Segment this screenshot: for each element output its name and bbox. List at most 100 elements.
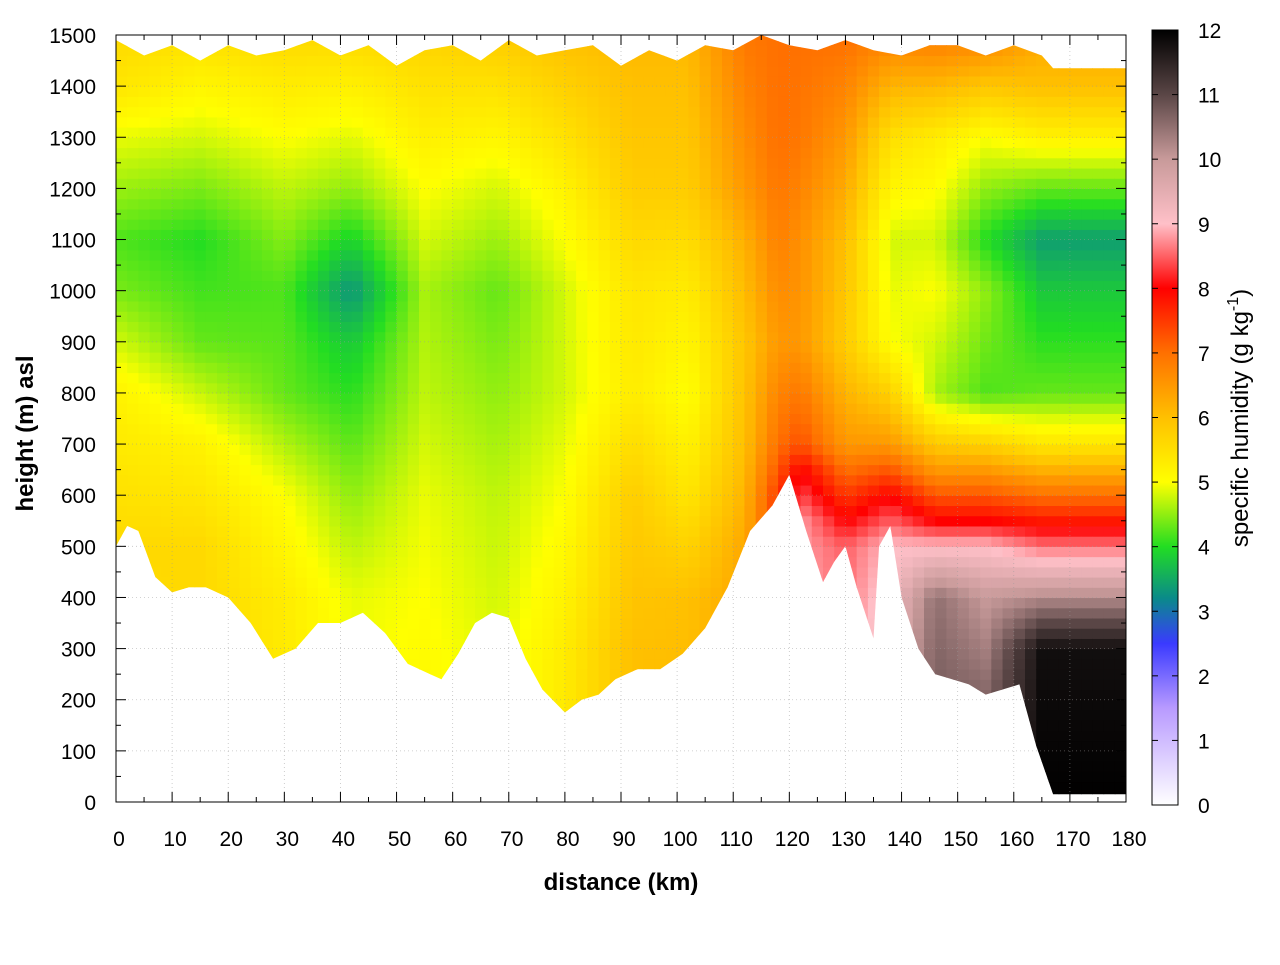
heatmap-cell <box>441 35 454 46</box>
heatmap-cell <box>396 720 409 732</box>
heatmap-cell <box>823 720 835 732</box>
heatmap-cell <box>273 331 285 343</box>
heatmap-cell <box>463 106 476 118</box>
heatmap-cell <box>419 362 431 374</box>
heatmap-cell <box>149 239 162 251</box>
heatmap-cell <box>205 75 218 87</box>
heatmap-cell <box>497 127 510 138</box>
heatmap-cell <box>329 423 342 435</box>
heatmap-cell <box>261 771 274 783</box>
heatmap-cell <box>621 669 633 680</box>
heatmap-cell <box>733 178 746 189</box>
heatmap-cell <box>576 372 588 384</box>
heatmap-cell <box>127 791 140 795</box>
heatmap-cell <box>463 628 476 639</box>
heatmap-cell <box>800 515 813 527</box>
heatmap-cell <box>789 229 802 241</box>
heatmap-cell <box>699 290 712 302</box>
heatmap-cell <box>643 546 656 558</box>
heatmap-cell <box>183 617 196 629</box>
heatmap-cell <box>362 669 375 680</box>
heatmap-cell <box>149 167 162 179</box>
heatmap-cell <box>374 352 386 363</box>
heatmap-cell <box>486 249 499 261</box>
heatmap-cell <box>609 127 622 138</box>
heatmap-cell <box>295 423 308 435</box>
heatmap-cell <box>463 65 476 77</box>
heatmap-cell <box>194 648 207 660</box>
heatmap-cell <box>284 771 297 783</box>
heatmap-cell <box>430 771 443 783</box>
heatmap-cell <box>845 75 858 87</box>
heatmap-cell <box>441 86 454 97</box>
heatmap-cell <box>205 556 218 568</box>
heatmap-cell <box>205 392 218 404</box>
heatmap-cell <box>621 137 633 149</box>
heatmap-cell <box>284 791 297 795</box>
heatmap-cell <box>789 75 802 87</box>
heatmap-cell <box>329 331 342 343</box>
heatmap-cell <box>587 454 600 466</box>
heatmap-cell <box>239 96 252 108</box>
heatmap-cell <box>116 699 128 711</box>
heatmap-cell <box>351 566 364 578</box>
heatmap-cell <box>183 270 196 282</box>
heatmap-cell <box>306 290 319 302</box>
heatmap-cell <box>508 679 521 691</box>
heatmap-cell <box>127 341 140 353</box>
heatmap-cell <box>284 669 297 680</box>
heatmap-cell <box>127 127 140 138</box>
heatmap-cell <box>733 362 746 374</box>
heatmap-cell <box>744 239 757 251</box>
heatmap-cell <box>755 311 768 322</box>
heatmap-cell <box>318 239 330 251</box>
heatmap-cell <box>306 249 319 261</box>
heatmap-cell <box>149 577 162 588</box>
heatmap-cell <box>722 556 734 568</box>
heatmap-cell <box>351 208 364 220</box>
heatmap-cell <box>665 474 678 486</box>
heatmap-cell <box>733 781 746 793</box>
heatmap-cell <box>553 331 566 343</box>
heatmap-cell <box>609 444 622 455</box>
heatmap-cell <box>430 546 443 558</box>
heatmap-cell <box>239 403 252 414</box>
heatmap-cell <box>766 55 779 67</box>
heatmap-cell <box>497 270 510 282</box>
heatmap-cell <box>441 311 454 322</box>
heatmap-cell <box>172 556 184 568</box>
heatmap-cell <box>396 392 409 404</box>
heatmap-cell <box>228 382 241 394</box>
heatmap-cell <box>194 280 207 292</box>
heatmap-cell <box>531 229 544 241</box>
heatmap-cell <box>598 372 611 384</box>
heatmap-cell <box>127 75 140 87</box>
heatmap-cell <box>217 484 229 496</box>
heatmap-cell <box>587 771 600 783</box>
heatmap-cell <box>643 607 656 619</box>
heatmap-cell <box>710 597 723 609</box>
heatmap-cell <box>598 525 611 537</box>
heatmap-cell <box>306 689 319 701</box>
heatmap-cell <box>823 96 835 108</box>
heatmap-cell <box>463 791 476 795</box>
heatmap-cell <box>160 699 173 711</box>
heatmap-cell <box>419 679 431 691</box>
heatmap-cell <box>284 382 297 394</box>
heatmap-cell <box>699 382 712 394</box>
heatmap-cell <box>261 454 274 466</box>
heatmap-cell <box>766 147 779 159</box>
heatmap-cell <box>553 86 566 97</box>
heatmap-cell <box>250 96 263 108</box>
heatmap-cell <box>800 331 813 343</box>
heatmap-cell <box>407 352 420 363</box>
heatmap-cell <box>508 515 521 527</box>
heatmap-cell <box>194 239 207 251</box>
heatmap-cell <box>688 331 701 343</box>
heatmap-cell <box>677 35 689 46</box>
heatmap-cell <box>138 198 151 210</box>
heatmap-cell <box>441 464 454 476</box>
heatmap-cell <box>217 341 229 353</box>
heatmap-cell <box>295 791 308 795</box>
heatmap-cell <box>553 249 566 261</box>
